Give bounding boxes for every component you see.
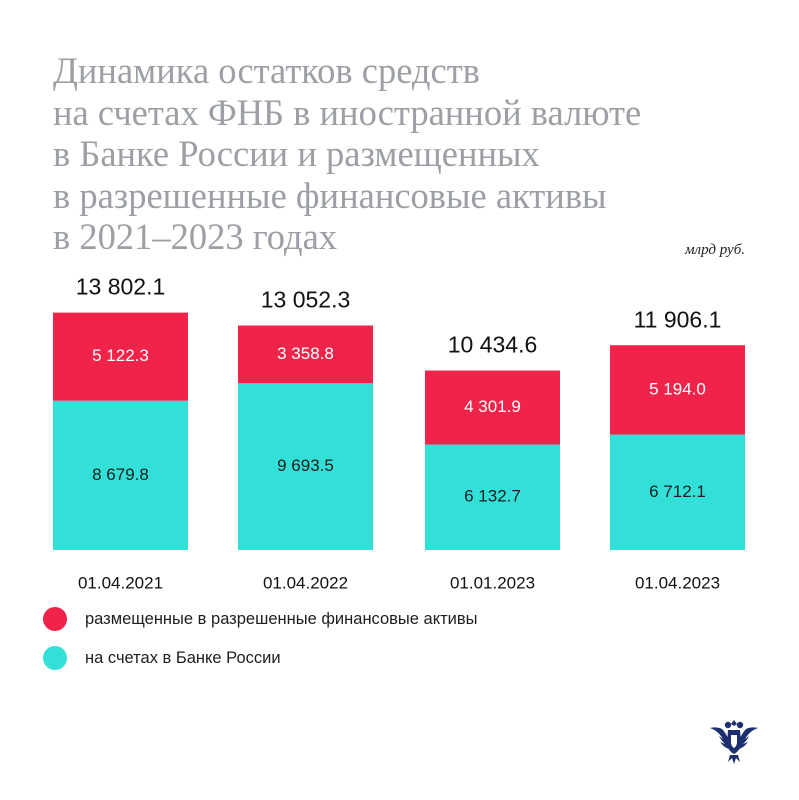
bar-segment-cbr (238, 383, 373, 550)
total-label: 13 052.3 (261, 287, 351, 313)
legend-item-cbr: на счетах в Банке России (43, 645, 281, 671)
bar-segment-placed (238, 325, 373, 384)
x-tick-label: 01.01.2023 (450, 573, 535, 592)
legend-label-cbr: на счетах в Банке России (85, 648, 281, 667)
bar-segment-placed (610, 345, 745, 435)
total-label: 10 434.6 (448, 332, 538, 358)
title-line: в Банке России и размещенных (53, 133, 540, 174)
legend-item-placed: размещенные в разрешенные финансовые акт… (43, 606, 478, 632)
double-headed-eagle-emblem-icon (710, 720, 758, 764)
title-line: в 2021–2023 годах (53, 216, 338, 257)
title-line: в разрешенные финансовые активы (53, 174, 607, 216)
x-tick-label: 01.04.2021 (78, 573, 163, 592)
bar-segment-placed (53, 312, 188, 401)
x-tick-label: 01.04.2023 (635, 573, 720, 592)
title-line: Динамика остатков средств (53, 50, 480, 91)
data-label-cbr: 8 679.8 (92, 465, 149, 484)
bar-segment-placed (425, 370, 560, 445)
data-label-placed: 5 122.3 (92, 346, 149, 365)
x-tick-label: 01.04.2022 (263, 573, 348, 592)
units-label: млрд руб. (684, 242, 745, 258)
bar-segment-cbr (610, 434, 745, 550)
data-label-placed: 5 194.0 (649, 379, 706, 398)
total-label: 13 802.1 (76, 274, 166, 300)
data-label-placed: 3 358.8 (277, 344, 334, 363)
title-line: на счетах ФНБ в иностранной валюте (53, 91, 642, 133)
data-label-cbr: 9 693.5 (277, 456, 334, 475)
legend-swatch-placed (43, 607, 67, 631)
data-label-cbr: 6 712.1 (649, 482, 706, 501)
data-label-cbr: 6 132.7 (464, 487, 521, 506)
total-label: 11 906.1 (634, 306, 722, 332)
bar-segment-cbr (53, 400, 188, 550)
legend-swatch-cbr (43, 646, 67, 670)
data-label-placed: 4 301.9 (464, 397, 521, 416)
chart-title: Динамика остатков средств на счетах ФНБ … (53, 50, 733, 258)
bar-segment-cbr (425, 444, 560, 550)
legend-label-placed: размещенные в разрешенные финансовые акт… (85, 609, 478, 628)
